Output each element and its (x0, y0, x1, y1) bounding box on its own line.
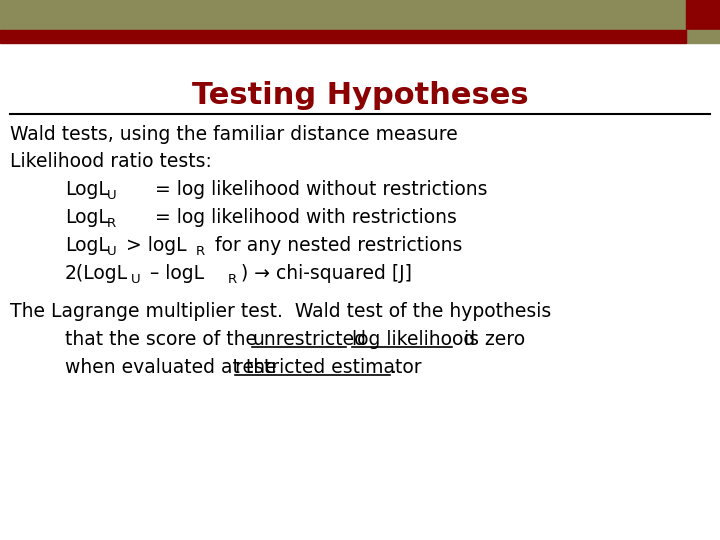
Bar (0, 0, 686, 30)
Text: is zero: is zero (458, 330, 525, 349)
Bar (686, 30, 720, 43)
Text: = log likelihood without restrictions: = log likelihood without restrictions (155, 180, 487, 199)
Text: LogL: LogL (65, 236, 109, 255)
Text: LogL: LogL (65, 180, 109, 199)
Text: – logL: – logL (144, 264, 204, 283)
Text: U: U (107, 189, 117, 202)
Text: R: R (107, 217, 116, 230)
Text: 2(LogL: 2(LogL (65, 264, 128, 283)
Text: U: U (131, 273, 140, 286)
Text: = log likelihood with restrictions: = log likelihood with restrictions (155, 208, 457, 227)
Text: The Lagrange multiplier test.  Wald test of the hypothesis: The Lagrange multiplier test. Wald test … (10, 302, 552, 321)
Text: > logL: > logL (120, 236, 186, 255)
Text: ) → chi-squared [J]: ) → chi-squared [J] (241, 264, 412, 283)
Text: that the score of the: that the score of the (65, 330, 263, 349)
Text: restricted estimator: restricted estimator (235, 358, 422, 377)
Text: when evaluated at the: when evaluated at the (65, 358, 283, 377)
Text: unrestricted: unrestricted (252, 330, 366, 349)
Text: Wald tests, using the familiar distance measure: Wald tests, using the familiar distance … (10, 125, 458, 144)
Text: LogL: LogL (65, 208, 109, 227)
Text: .: . (391, 358, 397, 377)
Text: Likelihood ratio tests:: Likelihood ratio tests: (10, 152, 212, 171)
Text: R: R (228, 273, 237, 286)
Text: U: U (107, 245, 117, 258)
Text: log likelihood: log likelihood (352, 330, 475, 349)
Text: Testing Hypotheses: Testing Hypotheses (192, 80, 528, 110)
Bar (686, 0, 720, 30)
Text: for any nested restrictions: for any nested restrictions (209, 236, 462, 255)
Text: R: R (196, 245, 205, 258)
Bar (0, 30, 686, 43)
